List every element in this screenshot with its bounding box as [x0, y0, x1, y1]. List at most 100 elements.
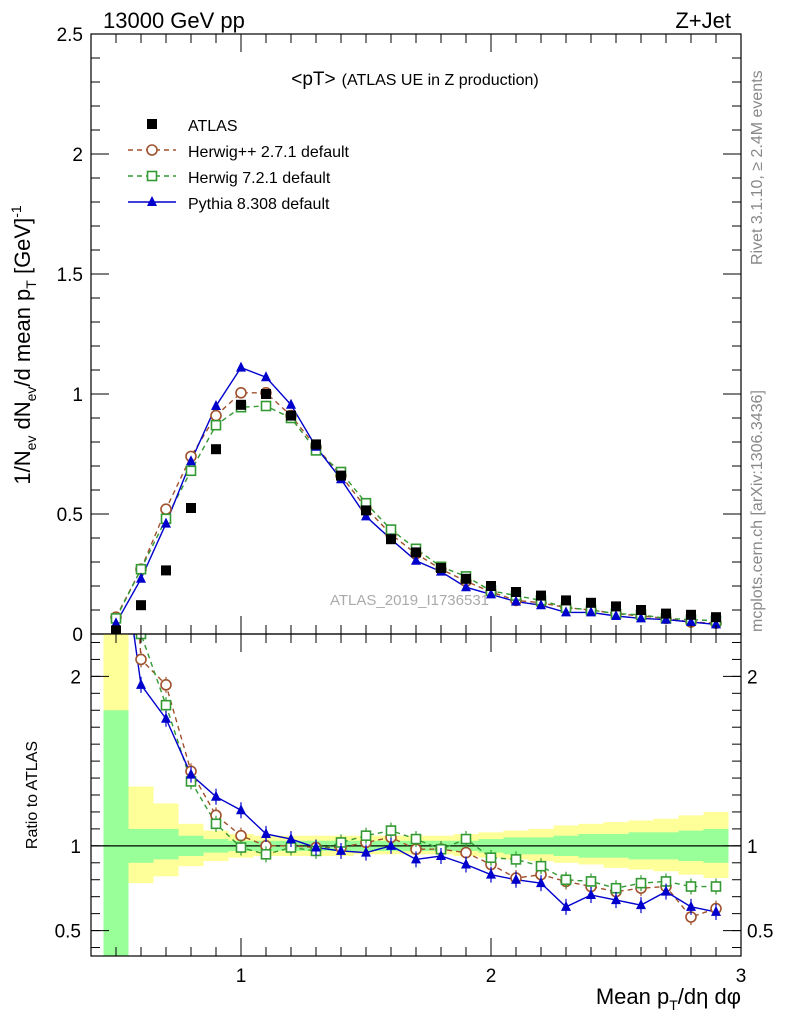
ratio-point-herwig7: [535, 860, 547, 872]
data-point-herwig7: [210, 419, 222, 431]
ratio-y-tick-label: 1: [70, 837, 81, 858]
ratio-uncertainty-bands: [91, 634, 741, 956]
ratio-point-pythia: [436, 850, 446, 861]
ratio-x-tick-label: 1: [236, 966, 247, 987]
data-point-pythia: [136, 572, 146, 583]
data-point-pythia: [111, 617, 121, 628]
ratio-point-herwig7: [460, 833, 472, 845]
data-point-pythia: [286, 398, 296, 409]
ratio-point-herwig7: [485, 852, 497, 864]
ratio-band-green: [103, 710, 129, 956]
main-y-axis-label: 1/Nev dNev/d mean pT [GeV]-1: [8, 205, 39, 485]
title-main: <pT>: [291, 69, 335, 90]
data-point-pythia: [536, 599, 546, 610]
data-point-pythia: [161, 517, 171, 528]
data-point-atlas: [536, 590, 546, 601]
data-point-atlas: [211, 444, 221, 455]
data-point-atlas: [486, 581, 496, 591]
ratio-point-herwig7: [560, 874, 572, 886]
data-point-herwigpp: [210, 409, 222, 422]
ratio-band-green: [153, 828, 179, 860]
legend-symbol-herwigpp: [146, 144, 158, 156]
legend-marker-herwigpp: [128, 144, 176, 156]
legend-symbol-atlas: [147, 119, 157, 129]
ratio-point-pythia: [611, 894, 621, 905]
ratio-point-pythia: [386, 839, 396, 850]
data-point-atlas: [161, 565, 171, 576]
ratio-point-pythia: [111, 501, 121, 511]
ratio-point-herwig7: [260, 849, 272, 860]
data-point-pythia: [636, 612, 646, 623]
ratio-point-pythia: [186, 768, 196, 779]
ratio-point-pythia: [486, 868, 496, 879]
ratio-axes: 1 2 3 0.5 0.5 1 1 2 2: [55, 633, 773, 987]
ratio-point-herwigpp: [460, 846, 472, 859]
legend-marker-pythia: [128, 196, 176, 206]
main-y-tick-label: 2: [72, 145, 83, 166]
ratio-point-herwig7: [510, 854, 522, 865]
data-point-atlas: [311, 439, 321, 450]
data-point-herwig7: [185, 465, 197, 477]
ratio-point-pythia: [661, 885, 671, 896]
ratio-point-pythia: [261, 827, 271, 838]
legend-item-pythia: Pythia 8.308 default: [128, 196, 330, 213]
data-point-pythia: [411, 554, 421, 565]
data-point-pythia: [586, 606, 596, 617]
data-point-pythia: [711, 618, 721, 629]
data-point-pythia: [511, 595, 521, 606]
ratio-point-herwig7: [385, 825, 397, 836]
ratio-x-tick-label: 2: [486, 966, 497, 987]
main-title: <pT> (ATLAS UE in Z production): [291, 69, 538, 90]
ratio-point-pythia: [361, 846, 371, 857]
data-point-pythia: [461, 581, 471, 592]
x-axis-label: Mean pT/dη dφ: [596, 984, 741, 1013]
data-point-atlas: [286, 410, 296, 421]
ratio-point-herwigpp: [111, 248, 121, 258]
legend-item-herwigpp: Herwig++ 2.7.1 default: [128, 144, 350, 161]
ratio-point-herwig7: [585, 876, 597, 887]
ratio-point-herwig7: [235, 842, 247, 853]
legend-label-herwigpp: Herwig++ 2.7.1 default: [188, 144, 350, 161]
ratio-point-herwig7: [112, 282, 121, 291]
data-point-atlas: [511, 587, 521, 597]
data-point-pythia: [561, 606, 571, 617]
ratio-point-herwigpp: [235, 829, 247, 842]
legend-label-herwig7: Herwig 7.2.1 default: [188, 170, 331, 187]
series-line-herwig7: [115, 405, 717, 622]
data-point-pythia: [611, 610, 621, 620]
ratio-y-tick-label-right: 2: [747, 667, 758, 688]
ratio-point-pythia: [511, 873, 521, 884]
series-line-pythia: [115, 366, 717, 626]
ratio-point-pythia: [586, 888, 596, 899]
legend: ATLAS Herwig++ 2.7.1 default Herwig 7.2.…: [128, 118, 350, 213]
main-y-tick-label: 0.5: [57, 505, 83, 526]
header-left: 13000 GeV pp: [103, 8, 245, 33]
data-point-pythia: [211, 400, 221, 410]
data-point-pythia: [686, 616, 696, 626]
ratio-y-tick-label: 2: [70, 667, 81, 688]
data-point-atlas: [261, 389, 271, 399]
ratio-point-herwig7: [635, 877, 647, 889]
data-point-atlas: [661, 608, 671, 619]
ratio-point-herwig7: [610, 882, 622, 894]
data-point-herwigpp: [160, 503, 172, 516]
legend-label-pythia: Pythia 8.308 default: [188, 196, 330, 213]
ratio-point-pythia: [561, 900, 571, 911]
legend-label-atlas: ATLAS: [188, 118, 238, 135]
ratio-point-pythia: [136, 678, 146, 689]
ratio-point-pythia: [711, 905, 721, 916]
ratio-point-herwig7: [710, 881, 722, 892]
ratio-point-herwig7: [210, 818, 222, 830]
legend-item-herwig7: Herwig 7.2.1 default: [128, 170, 331, 187]
data-point-atlas: [436, 563, 446, 573]
ratio-x-tick-label: 3: [736, 966, 747, 987]
ratio-point-pythia: [236, 804, 246, 815]
data-point-pythia: [261, 371, 271, 382]
legend-symbol-herwig7: [146, 170, 158, 182]
data-point-atlas: [361, 505, 371, 516]
data-point-pythia: [236, 361, 246, 372]
legend-symbol-pythia: [147, 196, 157, 206]
ratio-y-tick-label-right: 0.5: [747, 922, 773, 943]
data-point-atlas: [186, 503, 196, 513]
